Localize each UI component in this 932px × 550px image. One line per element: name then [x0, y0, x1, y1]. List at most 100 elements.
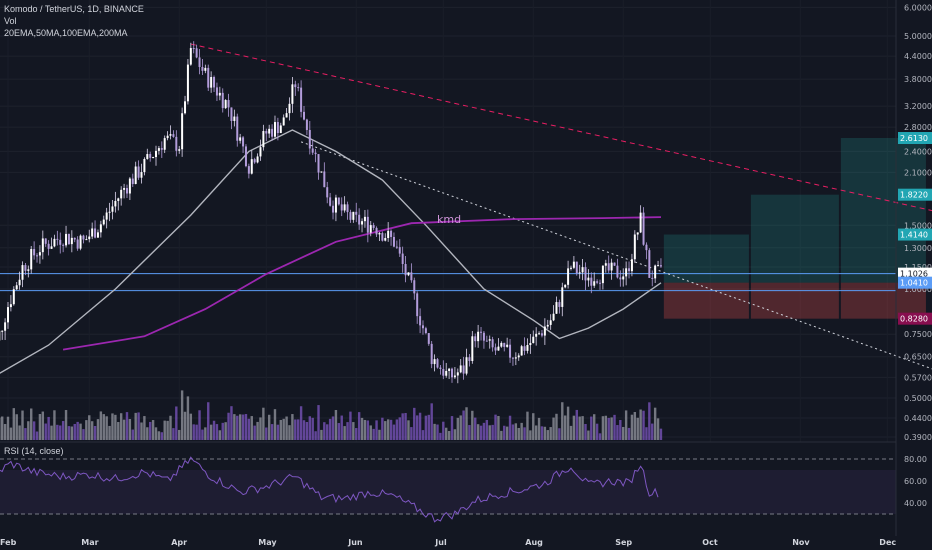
- price-tick: 0.6500: [904, 353, 932, 362]
- volume-bar: [607, 417, 610, 440]
- candle-body: [140, 172, 143, 178]
- price-label: [898, 188, 932, 201]
- candle-body: [590, 277, 593, 286]
- volume-bar: [267, 414, 271, 440]
- target-zone: [840, 138, 926, 283]
- candle-body: [204, 67, 207, 71]
- volume-bar: [633, 411, 637, 440]
- volume-bar: [593, 414, 596, 440]
- volume-bar: [241, 414, 245, 440]
- candle-body: [213, 77, 216, 88]
- volume-bar: [35, 431, 39, 440]
- time-tick: Aug: [525, 538, 543, 547]
- volume-bar: [108, 425, 111, 440]
- volume-bar: [578, 416, 581, 440]
- candle-body: [529, 343, 532, 346]
- volume-bar: [311, 417, 314, 440]
- candle-body: [82, 235, 85, 240]
- candle-body: [117, 198, 120, 201]
- candle-body: [564, 284, 567, 288]
- volume-bar: [178, 429, 181, 440]
- candle-body: [27, 269, 30, 271]
- candle-body: [7, 307, 9, 323]
- candle-body: [555, 302, 558, 314]
- candle-body: [430, 343, 433, 365]
- candle-body: [146, 154, 149, 159]
- candle-body: [378, 233, 381, 235]
- candle-body: [239, 137, 242, 141]
- volume-bar: [253, 425, 256, 440]
- volume-bar: [360, 417, 364, 440]
- volume-bar: [616, 425, 619, 440]
- candle-body: [227, 100, 230, 108]
- candle-body: [659, 265, 662, 267]
- volume-bar: [485, 419, 489, 440]
- volume-bar: [21, 410, 24, 440]
- candle-body: [259, 147, 262, 157]
- volume-bar: [6, 416, 10, 440]
- candle-body: [215, 87, 218, 96]
- candle-body: [30, 249, 33, 270]
- volume-bar: [224, 422, 227, 440]
- candle-body: [604, 263, 607, 266]
- candle-body: [96, 232, 99, 238]
- volume-bar: [143, 416, 146, 440]
- price-axis[interactable]: 6.0000 5.0000 4.4000 3.8000 3.2000 2.8000 2.40…: [895, 0, 932, 536]
- candle-body: [616, 265, 619, 278]
- volume-bar: [44, 423, 47, 440]
- price-tick: 0.5700: [904, 373, 932, 382]
- volume-bar: [180, 390, 184, 440]
- ma-50-line: [0, 129, 662, 374]
- time-tick: Apr: [171, 538, 187, 547]
- price-label: [898, 228, 932, 241]
- volume-bar: [430, 403, 433, 440]
- volume-bar: [270, 424, 274, 440]
- candle-body: [572, 261, 575, 268]
- volume-bar: [96, 419, 100, 440]
- candle-body: [459, 365, 462, 373]
- candle-body: [558, 302, 561, 307]
- candle-body: [314, 152, 317, 155]
- volume-bar: [384, 421, 387, 440]
- volume-bar: [433, 423, 436, 440]
- candle-body: [601, 265, 604, 284]
- candle-body: [94, 228, 97, 238]
- candle-body: [436, 359, 439, 368]
- volume-bar: [488, 425, 491, 440]
- candle-body: [332, 205, 335, 213]
- volume-bar: [99, 411, 103, 440]
- volume-bar: [47, 416, 50, 440]
- volume-bar: [424, 415, 428, 440]
- candle-body: [445, 370, 448, 376]
- volume-bar: [122, 419, 126, 440]
- time-tick: Mar: [81, 538, 98, 547]
- time-tick: Oct: [702, 538, 718, 547]
- volume-bar: [471, 410, 474, 440]
- volume-bar: [125, 412, 129, 440]
- time-axis[interactable]: Feb Mar Apr May Jun Jul Aug Sep Oct Nov Dec: [0, 538, 896, 547]
- volume-bar: [624, 410, 628, 440]
- volume-bar: [355, 428, 358, 440]
- candle-body: [311, 148, 314, 153]
- target-zone: [663, 234, 749, 283]
- candle-body: [506, 344, 509, 347]
- volume-bar: [529, 430, 532, 440]
- volume-bar: [334, 409, 338, 440]
- candle-body: [186, 64, 189, 102]
- candle-body: [636, 232, 639, 235]
- volume-bar: [131, 429, 134, 440]
- volume-bar: [584, 424, 587, 440]
- horizontal-levels: [0, 273, 896, 292]
- volume-bar: [479, 425, 483, 440]
- volume-bar: [56, 424, 59, 440]
- candle-body: [546, 324, 549, 327]
- kmd-annotation: kmd: [437, 213, 461, 226]
- support-trendline: [300, 141, 932, 370]
- volume-bar: [427, 414, 430, 440]
- volume-bar: [244, 414, 248, 440]
- volume-bar: [201, 429, 204, 440]
- candle-body: [210, 77, 213, 88]
- volume-bar: [407, 420, 410, 440]
- volume-bar: [505, 426, 509, 440]
